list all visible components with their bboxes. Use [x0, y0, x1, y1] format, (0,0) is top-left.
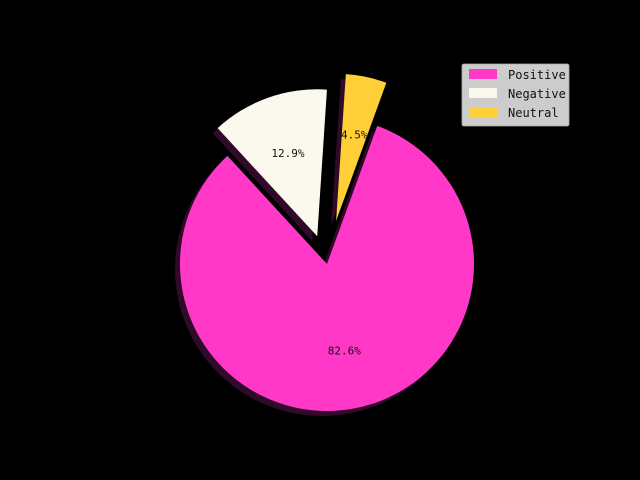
- legend-label-neutral: Neutral: [508, 106, 559, 120]
- slice-label-negative: 12.9%: [271, 147, 304, 160]
- pie-slices: [174, 74, 474, 417]
- legend-swatch-positive: [469, 69, 497, 79]
- legend-label-negative: Negative: [508, 87, 566, 101]
- slice-positive: [179, 125, 474, 412]
- legend: Positive Negative Neutral: [461, 63, 570, 127]
- slice-negative: [217, 89, 327, 237]
- legend-swatch-neutral: [469, 107, 497, 117]
- slice-label-positive: 82.6%: [328, 344, 361, 357]
- slice-label-neutral: 4.5%: [341, 129, 368, 142]
- pie-labels: 82.6% 12.9% 4.5%: [271, 129, 368, 358]
- legend-swatch-negative: [469, 88, 497, 98]
- slice-neutral: [336, 74, 387, 221]
- legend-label-positive: Positive: [508, 68, 566, 82]
